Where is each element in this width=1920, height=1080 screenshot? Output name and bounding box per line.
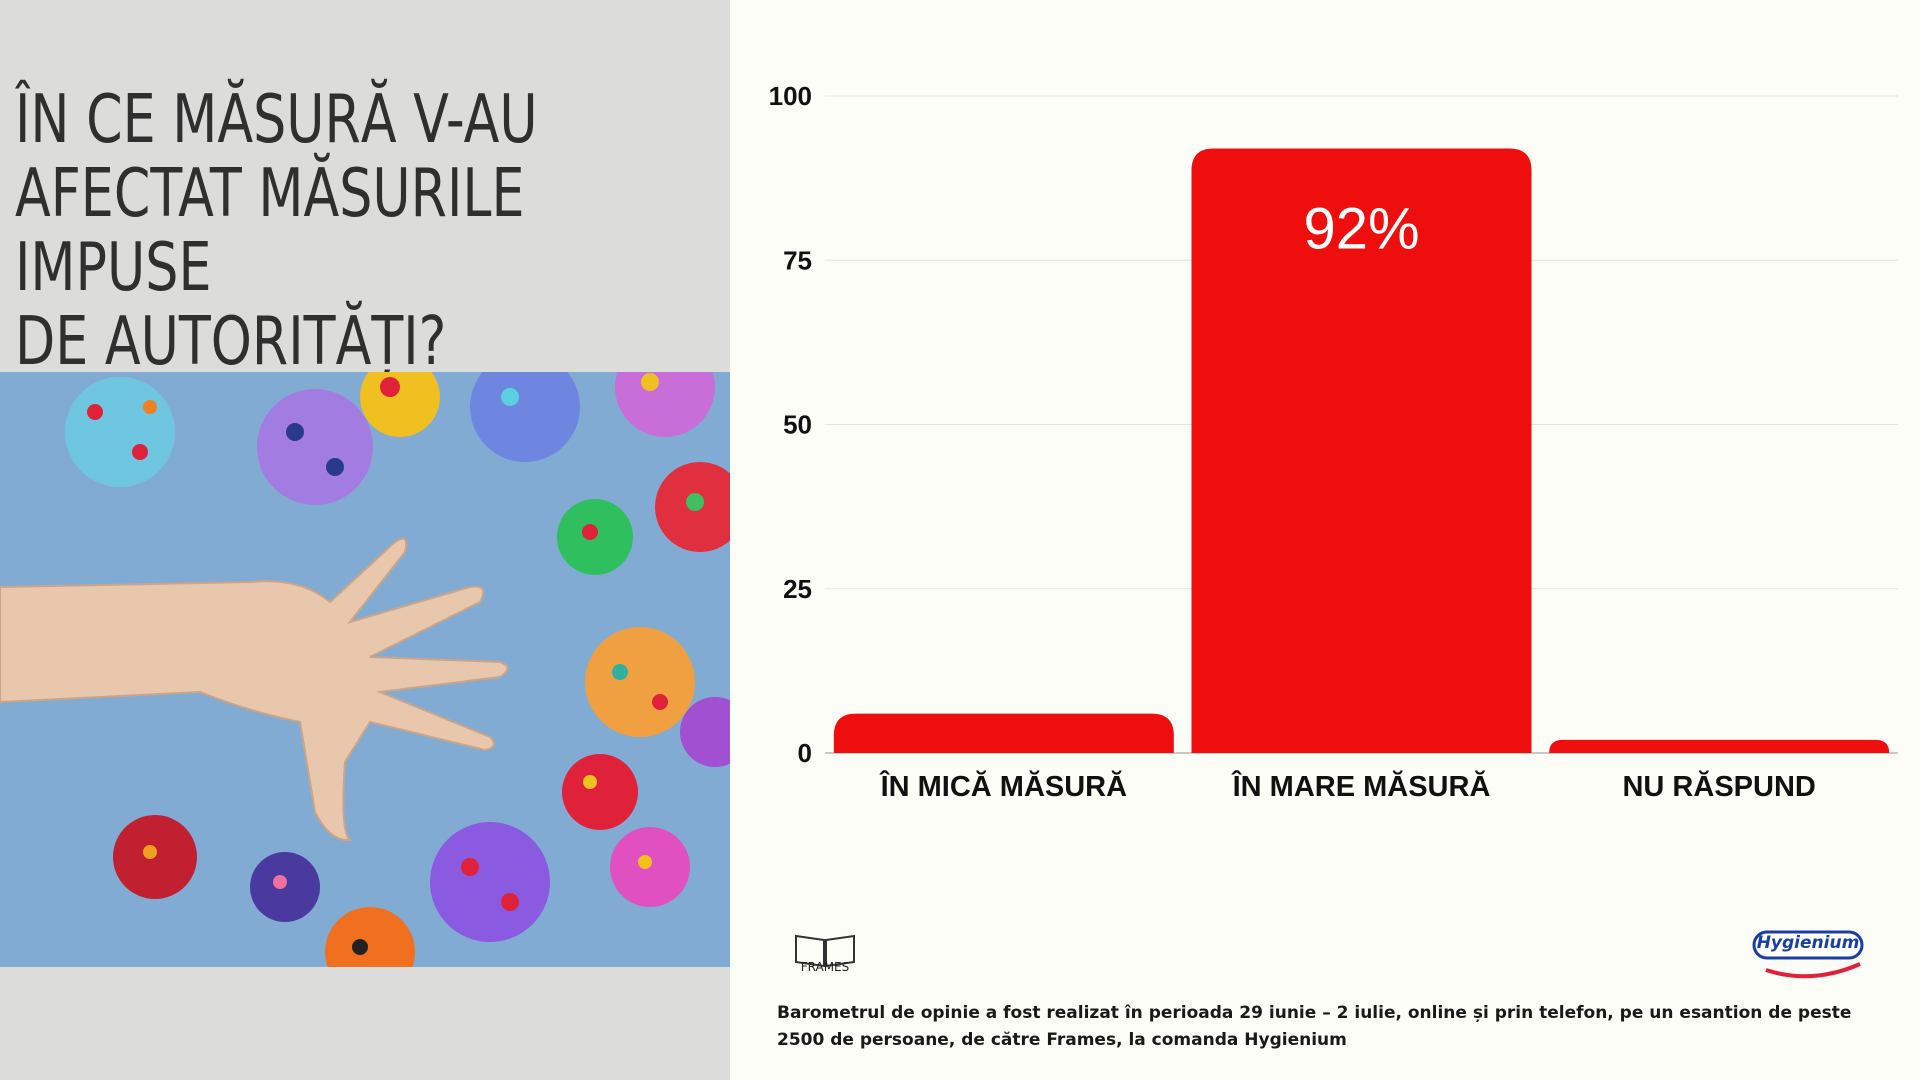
y-tick-label: 25 [783,574,812,604]
hygienium-logo-icon [1752,930,1864,979]
x-category-label: ÎN MICĂ MĂSURĂ [879,769,1128,803]
bar-chart: 0 25 50 75 100 92% ÎN MICĂ MĂSURĂ ÎN MARE MĂS… [769,81,1898,803]
page-title: ÎN CE MĂSURĂ V-AU AFECTAT MĂSURILE IMPUS… [15,80,538,380]
frames-logo-text: FRAMES [800,960,850,974]
bar [1191,148,1532,753]
hygienium-logo-text: Hygienium [1756,933,1860,953]
x-axis-categories: ÎN MICĂ MĂSURĂ ÎN MARE MĂSURĂ NU RĂSPUND [879,769,1816,803]
y-tick-label: 100 [769,81,812,111]
y-tick-label: 75 [783,245,812,275]
x-category-label: ÎN MARE MĂSURĂ [1231,769,1491,803]
data-label: 92% [1303,197,1419,262]
survey-footnote: Barometrul de opinie a fost realizat în … [777,1003,1852,1050]
x-category-label: NU RĂSPUND [1622,770,1815,803]
left-panel: ÎN CE MĂSURĂ V-AU AFECTAT MĂSURILE IMPUS… [0,0,730,1080]
virus-photo [0,372,730,967]
data-labels: 92% [1303,197,1419,262]
y-axis-ticks: 0 25 50 75 100 [769,81,812,768]
frames-logo-icon [795,934,855,968]
bar [1549,739,1890,753]
bars [833,148,1890,753]
virus-models-illustration [0,372,730,967]
hand-icon [0,537,509,842]
virus-icon [65,372,730,967]
y-tick-label: 0 [798,738,812,768]
y-tick-label: 50 [783,410,812,440]
bar [833,713,1174,753]
